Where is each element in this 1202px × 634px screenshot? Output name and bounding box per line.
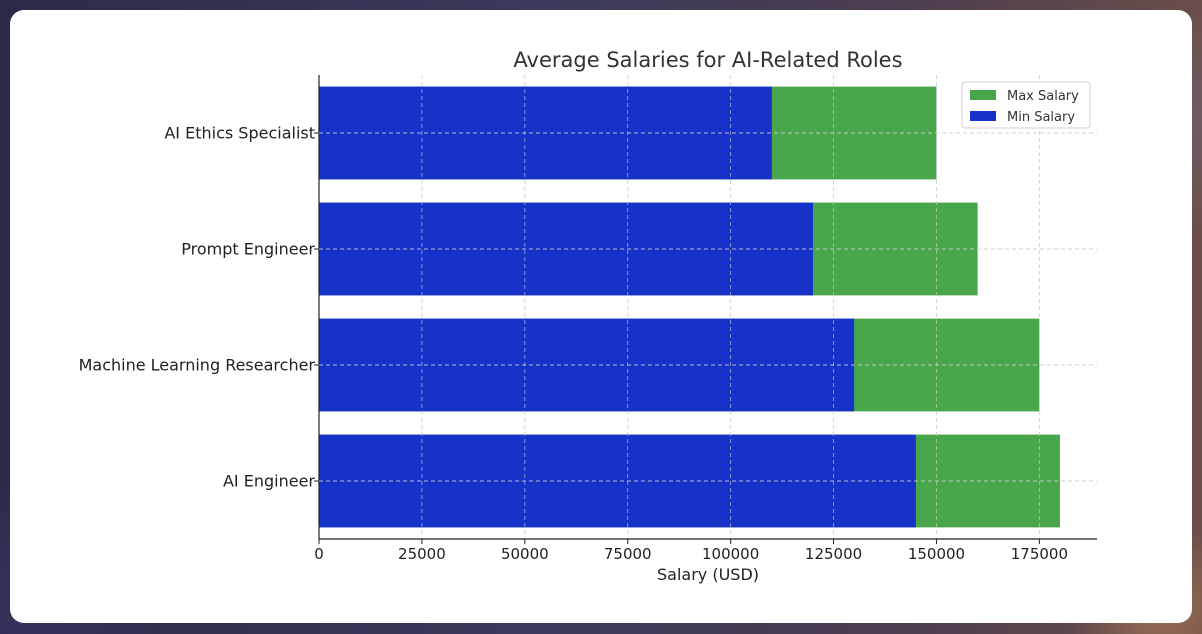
axes [314, 75, 1097, 544]
salary-chart: Average Salaries for AI-Related Roles 0 2… [79, 48, 1097, 584]
legend: Max Salary Min Salary [961, 81, 1091, 129]
x-tick-label: 50000 [501, 545, 549, 563]
tick-labels: 0 25000 50000 75000 100000 125000 150000 175000… [79, 124, 1068, 564]
bars [319, 75, 1097, 539]
legend-swatch [970, 90, 996, 100]
x-tick-label: 100000 [702, 545, 759, 563]
y-tick-label: AI Engineer [223, 472, 315, 491]
x-tick-label: 0 [314, 545, 324, 563]
y-tick-label: Machine Learning Researcher [79, 356, 316, 375]
x-tick-label: 25000 [398, 545, 446, 563]
legend-label: Min Salary [1007, 110, 1075, 125]
x-axis-label: Salary (USD) [657, 565, 759, 584]
legend-swatch [970, 111, 996, 121]
legend-label: Max Salary [1007, 89, 1079, 104]
x-tick-label: 75000 [604, 545, 652, 563]
x-tick-label: 125000 [805, 545, 862, 563]
chart-card: Average Salaries for AI-Related Roles 0 2… [10, 10, 1192, 623]
y-tick-label: Prompt Engineer [181, 240, 315, 259]
chart-title: Average Salaries for AI-Related Roles [513, 48, 902, 72]
y-tick-label: AI Ethics Specialist [164, 124, 315, 143]
x-tick-label: 175000 [1011, 545, 1068, 563]
x-tick-label: 150000 [908, 545, 965, 563]
